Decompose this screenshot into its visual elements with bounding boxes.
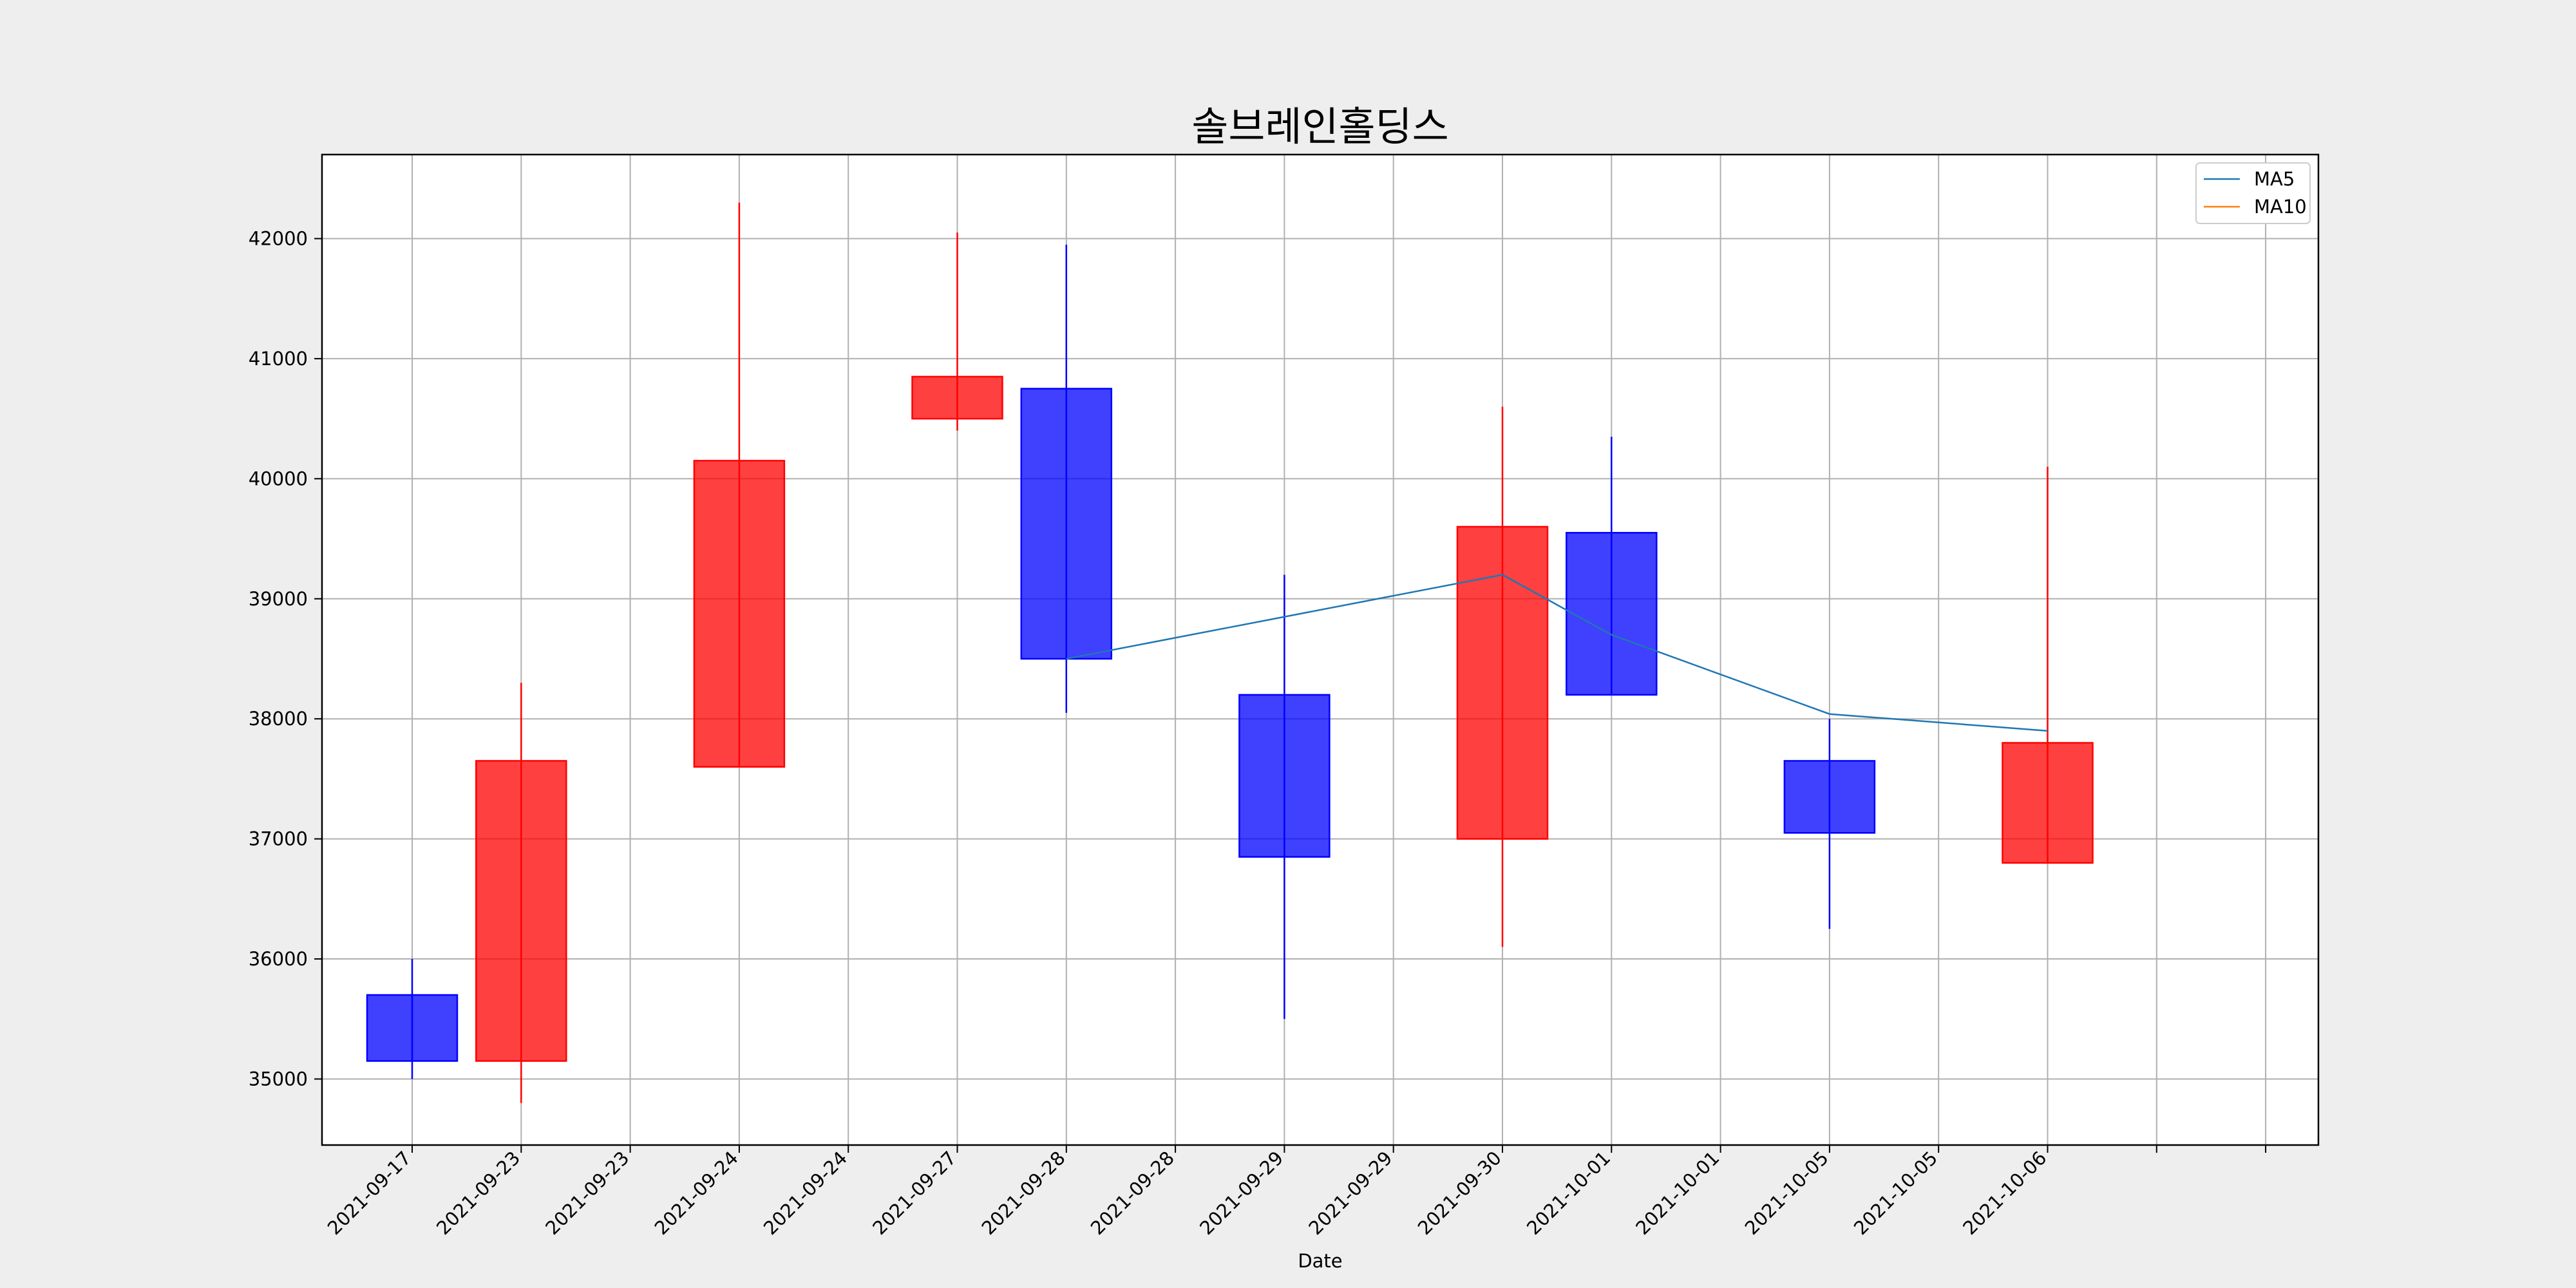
x-tick-label: 2021-10-01 [1522,1147,1615,1239]
y-tick-label: 39000 [249,588,308,610]
candle [2002,466,2094,864]
x-tick-label: 2021-10-01 [1631,1147,1723,1239]
legend: MA5 MA10 [2195,162,2311,224]
x-tick-label: 2021-09-17 [323,1147,415,1239]
candle [1020,244,1113,713]
candle-body [475,760,567,1062]
y-tick-label: 42000 [249,227,308,249]
x-tick-label: 2021-10-06 [1958,1147,2050,1239]
x-tick-label: 2021-09-29 [1195,1147,1287,1239]
x-axis-label: Date [1298,1250,1342,1272]
candle-body [1783,760,1876,834]
candle-body [1566,531,1658,696]
candle-body [366,994,459,1062]
x-axis: 2021-09-17 2021-09-23 2021-09-23 2021-09-24… [323,1145,2267,1239]
candle [1566,437,1658,696]
y-tick-label: 37000 [249,828,308,850]
candle [911,232,1003,431]
x-tick-label: 2021-09-23 [541,1147,633,1239]
plot-frame [321,153,2320,1146]
candle [1238,574,1331,1019]
candle [1783,719,1876,929]
y-axis: 35000 36000 37000 38000 39000 40000 41000 42000 [249,227,322,1090]
chart-title: 솔브레인홀딩스 [1191,103,1448,150]
candle [475,683,567,1103]
candle-body [1238,694,1331,858]
plot-area [322,155,2318,1145]
y-tick-label: 41000 [249,348,308,370]
candle [1456,406,1549,947]
x-tick-label: 2021-09-29 [1304,1147,1396,1239]
legend-box [2195,162,2311,224]
legend-label: MA5 [2254,168,2295,190]
candle [693,202,786,768]
candle-body [1456,526,1549,840]
y-tick-label: 40000 [249,468,308,489]
x-tick-label: 2021-09-28 [978,1147,1070,1239]
ma-line-ma5 [1066,574,2048,732]
x-tick-label: 2021-09-23 [432,1147,524,1239]
x-tick-label: 2021-10-05 [1741,1147,1833,1239]
candle-body [2002,742,2094,864]
x-tick-label: 2021-10-05 [1850,1147,1942,1239]
x-tick-label: 2021-09-27 [868,1147,960,1239]
moving-average-lines [1066,574,2048,732]
candle-body [693,460,786,768]
legend-label: MA10 [2254,196,2307,218]
x-tick-label: 2021-09-28 [1086,1147,1179,1239]
candle [366,959,459,1079]
x-tick-label: 2021-09-24 [650,1147,743,1239]
x-tick-label: 2021-09-24 [759,1147,851,1239]
candle-body [1020,388,1113,660]
y-tick-label: 35000 [249,1068,308,1090]
candles [366,202,2094,1103]
candle-body [911,375,1003,420]
y-tick-label: 36000 [249,948,308,970]
x-tick-label: 2021-09-30 [1414,1147,1506,1239]
y-tick-label: 38000 [249,708,308,730]
